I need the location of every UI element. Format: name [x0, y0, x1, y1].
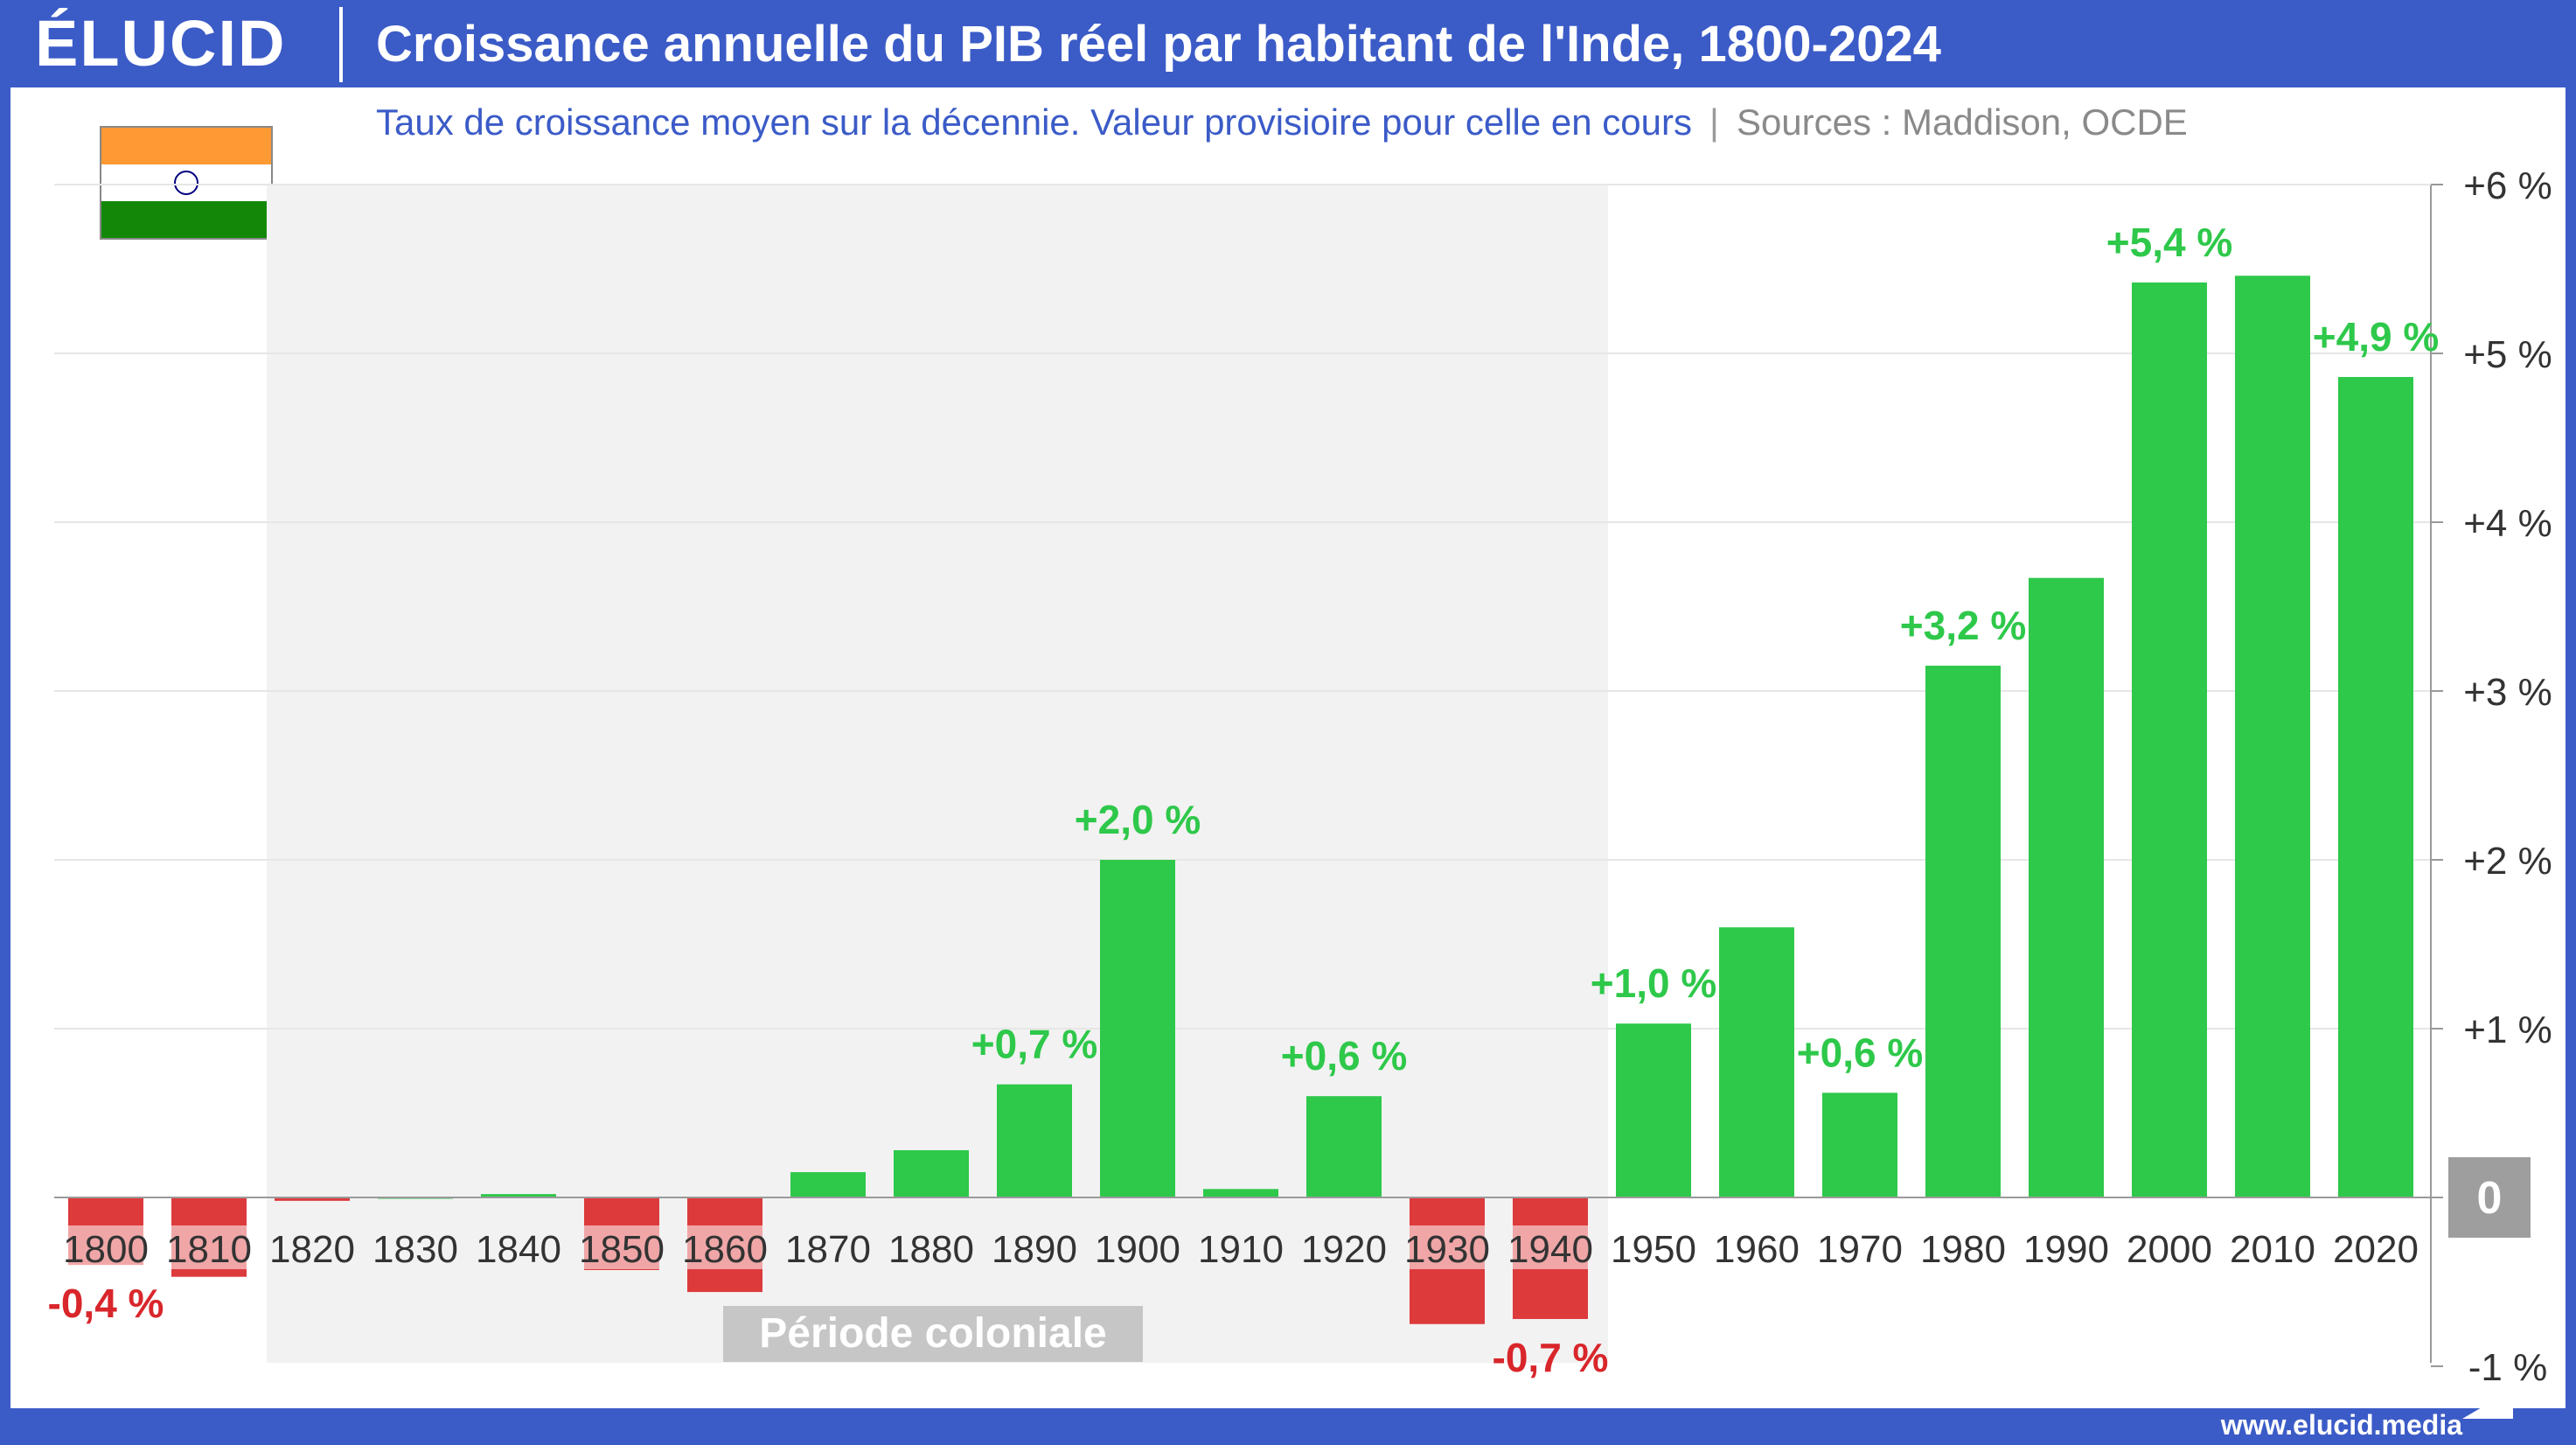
brand-logo[interactable]: ÉLUCID: [35, 7, 287, 80]
x-tick-label: 1840: [476, 1228, 561, 1271]
y-tick-label: +2 %: [2463, 840, 2552, 883]
bar-1920: [1306, 1096, 1382, 1197]
subtitle-separator: |: [1709, 101, 1719, 143]
data-label-1940: -0,7 %: [1493, 1335, 1609, 1380]
x-tick-label: 1980: [1920, 1228, 2006, 1271]
chart-subtitle: Taux de croissance moyen sur la décennie…: [376, 96, 2188, 149]
bar-1970: [1822, 1092, 1897, 1197]
bar-1880: [894, 1149, 969, 1197]
bar-2010: [2235, 276, 2310, 1198]
ashoka-chakra-icon: [174, 171, 198, 195]
footer-url[interactable]: www.elucid.media: [2220, 1409, 2462, 1441]
category-label-backdrop: [687, 1225, 762, 1269]
x-tick-label: 1800: [63, 1228, 149, 1271]
bar-2000: [2132, 282, 2207, 1198]
subtitle-text: Taux de croissance moyen sur la décennie…: [376, 101, 1693, 143]
chart-title: Croissance annuelle du PIB réel par habi…: [376, 16, 1941, 73]
category-label-backdrop: [68, 1225, 143, 1269]
footer-bar: [0, 1408, 2576, 1444]
x-tick-label: 1990: [2023, 1228, 2109, 1271]
zero-badge: [2448, 1157, 2531, 1238]
x-tick-label: 1910: [1198, 1228, 1284, 1271]
bar-1900: [1100, 860, 1175, 1197]
colonial-period-badge: [723, 1306, 1143, 1362]
data-label-1980: +3,2 %: [1900, 603, 2027, 648]
y-tick-label: +3 %: [2463, 671, 2552, 714]
brand-mark-icon: [2462, 1389, 2513, 1419]
bar-1990: [2029, 577, 2104, 1197]
x-tick-label: 1880: [888, 1228, 974, 1271]
category-label-backdrop: [171, 1225, 247, 1269]
x-tick-label: 1930: [1404, 1228, 1490, 1271]
y-tick-label: -1 %: [2468, 1346, 2547, 1389]
x-tick-label: 1810: [166, 1228, 252, 1271]
category-label-backdrop: [1513, 1225, 1588, 1269]
bars: [68, 276, 2413, 1324]
x-tick-label: 2010: [2230, 1228, 2315, 1271]
data-label-2020: +4,9 %: [2313, 314, 2440, 360]
labels: 1800 1810 1820 1830 1840 1850 1860 1870 1880 1890…: [48, 164, 2552, 1389]
data-label-1890: +0,7 %: [971, 1022, 1098, 1067]
bar-1840: [481, 1194, 556, 1197]
bar-1820: [275, 1197, 350, 1201]
data-label-1950: +1,0 %: [1591, 960, 1717, 1006]
x-tick-label: 1890: [992, 1228, 1077, 1271]
x-tick-label: 1830: [372, 1228, 458, 1271]
category-label-backdrop: [584, 1225, 659, 1269]
data-label-2000: +5,4 %: [2106, 220, 2233, 265]
y-tick-label: +5 %: [2463, 333, 2552, 376]
x-tick-label: 1940: [1507, 1228, 1593, 1271]
bar-1870: [790, 1172, 866, 1197]
axes: [54, 184, 2443, 1367]
x-tick-label: 1920: [1301, 1228, 1387, 1271]
y-tick-label: +6 %: [2463, 164, 2552, 207]
x-tick-label: 2020: [2333, 1228, 2419, 1271]
bar-2020: [2338, 377, 2413, 1197]
bar-1960: [1719, 927, 1794, 1197]
x-tick-label: 1960: [1714, 1228, 1800, 1271]
x-tick-label: 1850: [579, 1228, 665, 1271]
flag-green-stripe: [101, 201, 271, 238]
y-tick-label: 0: [2477, 1173, 2503, 1224]
data-label-1900: +2,0 %: [1075, 797, 1201, 842]
category-label-backdrop: [1410, 1225, 1485, 1269]
y-tick-label: +4 %: [2463, 502, 2552, 545]
header-divider: [339, 7, 343, 82]
y-tick-label: +1 %: [2463, 1009, 2552, 1051]
india-flag-icon: [100, 126, 273, 240]
x-tick-label: 1860: [682, 1228, 768, 1271]
data-label-1920: +0,6 %: [1281, 1033, 1408, 1079]
sources-text: Sources : Maddison, OCDE: [1736, 101, 2188, 143]
flag-saffron-stripe: [101, 128, 271, 164]
bar-1890: [997, 1084, 1072, 1197]
colonial-period-label: Période coloniale: [759, 1310, 1106, 1357]
data-label-1800: -0,4 %: [48, 1281, 164, 1326]
data-label-1970: +0,6 %: [1797, 1030, 1924, 1075]
x-tick-label: 2000: [2127, 1228, 2212, 1271]
x-tick-label: 1900: [1095, 1228, 1180, 1271]
x-tick-label: 1820: [269, 1228, 355, 1271]
x-tick-label: 1870: [785, 1228, 871, 1271]
bar-1980: [1925, 666, 2001, 1197]
x-tick-label: 1950: [1611, 1228, 1696, 1271]
x-tick-label: 1970: [1817, 1228, 1903, 1271]
bar-1950: [1616, 1023, 1691, 1197]
header-bar: ÉLUCID Croissance annuelle du PIB réel p…: [0, 0, 2576, 87]
bar-1910: [1203, 1189, 1278, 1197]
